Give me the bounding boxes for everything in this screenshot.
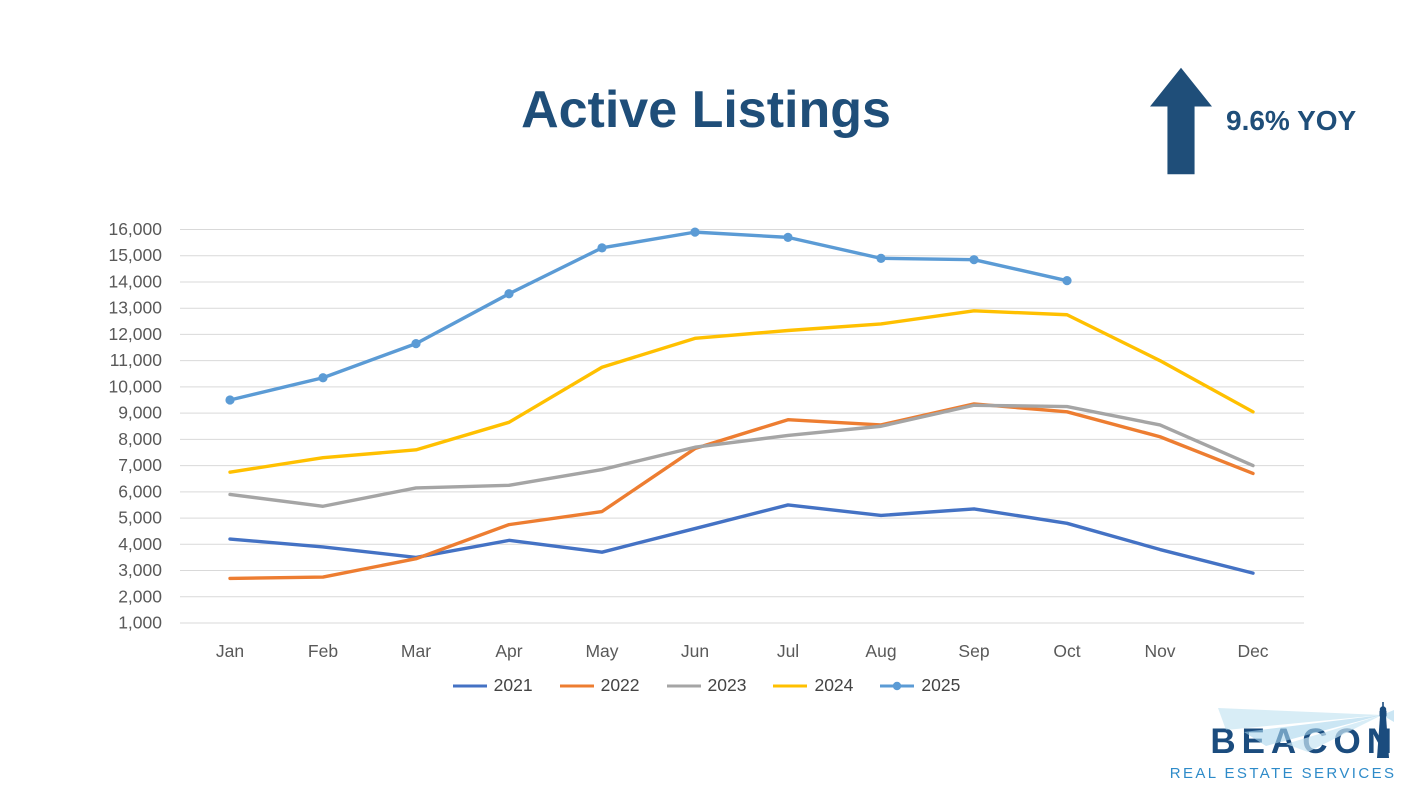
- y-axis-label: 8,000: [118, 429, 162, 449]
- legend-label: 2023: [707, 675, 747, 695]
- y-axis-label: 16,000: [108, 219, 162, 239]
- up-arrow-icon: [1150, 67, 1212, 175]
- data-point-marker-2025: [411, 339, 421, 349]
- data-point-marker-2025: [504, 289, 514, 299]
- legend-label: 2024: [814, 675, 854, 695]
- x-axis-label: Apr: [495, 641, 522, 661]
- page-title: Active Listings: [521, 81, 891, 139]
- legend-item-2024: 2024: [772, 675, 853, 696]
- y-axis-label: 11,000: [110, 350, 162, 370]
- data-point-marker-2025: [783, 232, 793, 242]
- x-axis-label: Sep: [958, 641, 989, 661]
- yoy-label: 9.6% YOY: [1226, 105, 1357, 136]
- legend-swatch-icon: [559, 684, 594, 687]
- y-axis-label: 14,000: [108, 271, 162, 291]
- data-point-marker-2025: [969, 255, 979, 265]
- legend-swatch-icon: [452, 684, 487, 687]
- data-point-marker-2025: [225, 395, 235, 405]
- x-axis-label: Dec: [1237, 641, 1268, 661]
- series-line-2022: [228, 402, 1255, 581]
- y-axis-label: 2,000: [118, 586, 162, 606]
- legend-item-2022: 2022: [559, 675, 640, 696]
- x-axis-label: Mar: [401, 641, 431, 661]
- yoy-indicator: 9.6% YOY: [1150, 66, 1356, 176]
- data-point-marker-2025: [876, 253, 886, 263]
- series-line-2025: [228, 230, 1069, 402]
- y-axis-label: 7,000: [118, 455, 162, 475]
- y-axis-label: 10,000: [108, 376, 162, 396]
- y-axis-label: 5,000: [118, 508, 162, 528]
- y-axis-label: 13,000: [108, 298, 162, 318]
- y-axis-label: 4,000: [118, 534, 162, 554]
- logo-name: BEACON: [1210, 722, 1398, 761]
- data-point-marker-2025: [318, 373, 328, 383]
- x-axis-label: May: [585, 641, 618, 661]
- legend-label: 2021: [493, 675, 533, 695]
- x-axis-label: Jul: [777, 641, 799, 661]
- x-axis-label: Nov: [1144, 641, 1175, 661]
- legend-item-2021: 2021: [452, 675, 533, 696]
- data-point-marker-2025: [690, 227, 700, 237]
- data-point-marker-2025: [1062, 276, 1072, 286]
- y-axis-label: 15,000: [108, 245, 162, 265]
- legend-item-2023: 2023: [666, 675, 747, 696]
- y-axis-label: 12,000: [108, 324, 162, 344]
- x-axis-label: Oct: [1053, 641, 1080, 661]
- beacon-logo: BEACON REAL ESTATE SERVICES: [1158, 700, 1394, 784]
- series-line-2021: [228, 503, 1255, 575]
- y-axis-label: 6,000: [118, 481, 162, 501]
- x-axis-label: Jun: [681, 641, 709, 661]
- x-axis-label: Aug: [865, 641, 896, 661]
- legend-swatch-icon: [773, 684, 808, 687]
- data-point-marker-2025: [597, 243, 607, 253]
- chart-legend: 2021 2022 2023 2024 2025: [0, 675, 1412, 696]
- series-line-2024: [228, 309, 1255, 474]
- x-axis-label: Feb: [308, 641, 338, 661]
- legend-label: 2025: [921, 675, 961, 695]
- legend-item-2025: 2025: [879, 675, 960, 696]
- legend-swatch-icon: [666, 684, 701, 687]
- logo-tagline: REAL ESTATE SERVICES: [1169, 765, 1397, 782]
- y-axis-label: 9,000: [118, 403, 162, 423]
- legend-label: 2022: [600, 675, 640, 695]
- y-axis-label: 1,000: [118, 613, 162, 633]
- series-line-2023: [228, 403, 1255, 508]
- x-axis-label: Jan: [216, 641, 244, 661]
- legend-swatch-icon: [880, 681, 915, 690]
- y-axis-label: 3,000: [118, 560, 162, 580]
